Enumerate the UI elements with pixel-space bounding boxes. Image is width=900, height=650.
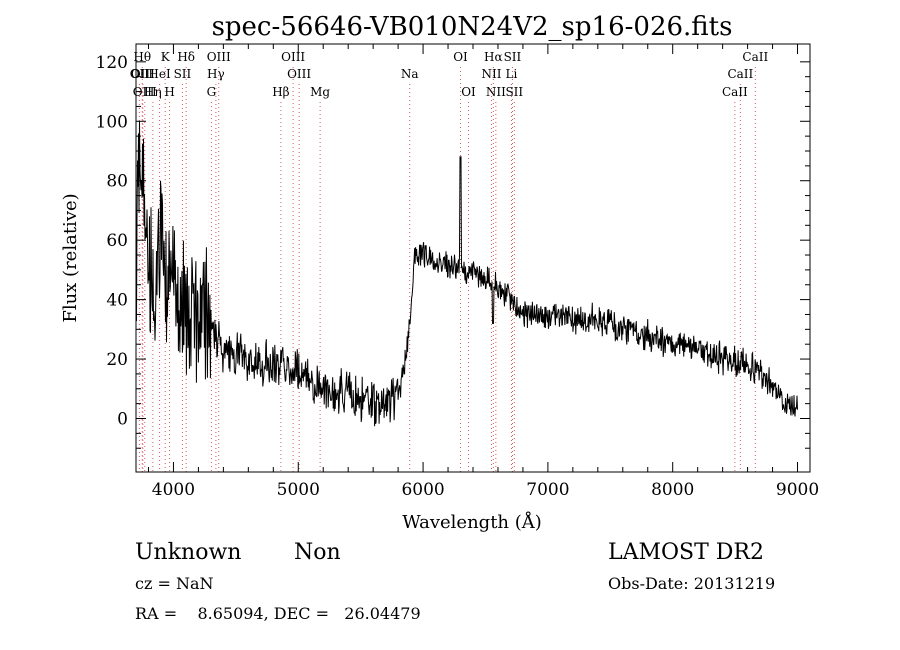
- survey-name: LAMOST DR2: [608, 540, 764, 565]
- chart-title: spec-56646-VB010N24V2_sp16-026.fits: [212, 12, 733, 42]
- marker-label: OIII: [207, 50, 231, 64]
- marker-label: OIII: [133, 85, 157, 99]
- y-tick-label: 60: [106, 231, 128, 251]
- y-tick-label: 0: [117, 410, 128, 430]
- y-axis-label: Flux (relative): [60, 193, 81, 322]
- marker-label: Hθ: [133, 50, 151, 64]
- marker-label: OI: [453, 50, 468, 64]
- x-tick-label: 9000: [776, 480, 819, 500]
- spectrum-line: [135, 121, 798, 427]
- marker-label: Na: [401, 67, 419, 81]
- y-tick-label: 20: [106, 350, 128, 370]
- marker-label: OIII: [287, 67, 311, 81]
- y-tick-label: 100: [96, 112, 128, 132]
- marker-label: Hγ: [207, 67, 225, 81]
- x-axis-label: Wavelength (Å): [402, 511, 542, 533]
- marker-label: CaII: [727, 67, 753, 81]
- marker-label: NII: [481, 67, 501, 81]
- x-tick-label: 6000: [401, 480, 444, 500]
- marker-label: CaII: [742, 50, 768, 64]
- marker-label: G: [207, 85, 217, 99]
- marker-label: OII: [130, 67, 150, 81]
- marker-label: HeI: [148, 67, 171, 81]
- x-tick-label: 7000: [526, 480, 569, 500]
- marker-label: Hδ: [177, 50, 195, 64]
- y-tick-label: 80: [106, 172, 128, 192]
- axes: 4000 5000 6000 7000 8000 9000 0 20 40 60 80 100 120: [96, 44, 819, 500]
- redshift-cz: cz = NaN: [135, 574, 214, 593]
- observation-date: Obs-Date: 20131219: [608, 574, 775, 593]
- marker-label: CaII: [722, 85, 748, 99]
- x-tick-label: 4000: [152, 480, 195, 500]
- marker-label: OIII: [131, 67, 155, 81]
- marker-label: K: [161, 50, 171, 64]
- object-class: Unknown: [135, 540, 241, 565]
- marker-label: Hα: [484, 50, 503, 64]
- x-tick-label: 8000: [651, 480, 694, 500]
- spectrum-plot: [135, 121, 798, 427]
- plot-frame: [135, 43, 811, 473]
- marker-label: SII: [505, 85, 523, 99]
- coordinates: RA = 8.65094, DEC = 26.04479: [135, 604, 421, 623]
- marker-label: OIII: [281, 50, 305, 64]
- y-tick-label: 40: [106, 291, 128, 311]
- object-subclass: Non: [294, 540, 341, 565]
- marker-label: Li: [506, 67, 518, 81]
- marker-label: SII: [504, 50, 522, 64]
- marker-label: Hη: [144, 85, 162, 99]
- marker-label: OI: [461, 85, 476, 99]
- marker-label: Mg: [310, 85, 330, 99]
- marker-label: Hβ: [272, 85, 289, 99]
- y-tick-label: 120: [96, 53, 128, 73]
- marker-label: NII: [486, 85, 506, 99]
- marker-label: H: [164, 85, 174, 99]
- x-tick-label: 5000: [277, 480, 320, 500]
- marker-label: SII: [174, 67, 192, 81]
